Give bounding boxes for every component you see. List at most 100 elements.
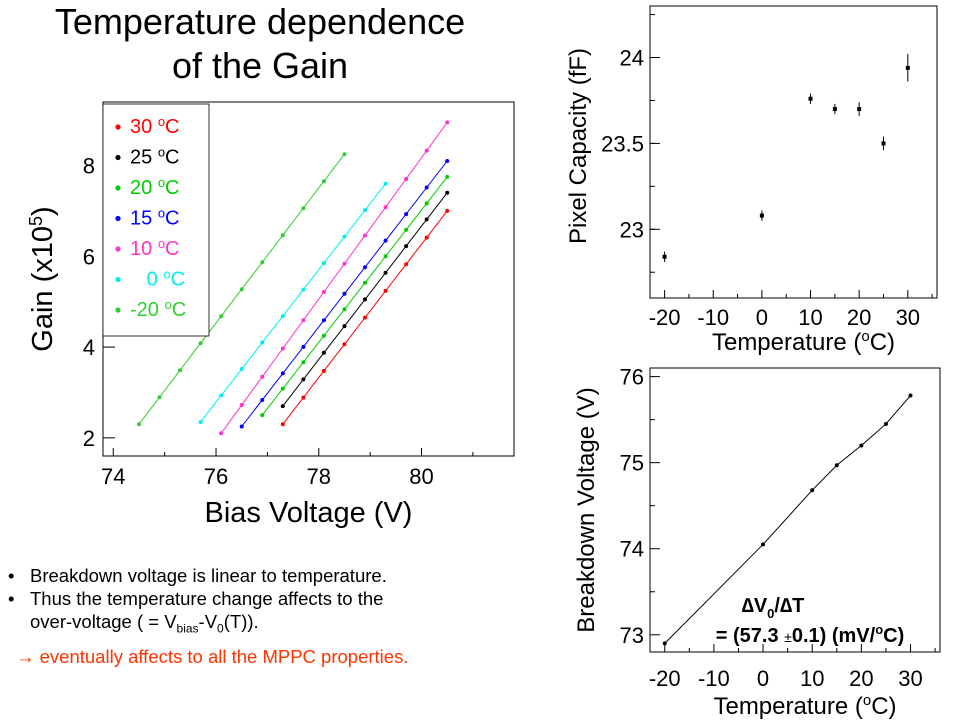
breakdown-annotation-line-1: ∆V0/∆T (742, 595, 805, 621)
gain-data-point (280, 404, 285, 409)
capacity-x-tick-label: 10 (798, 305, 822, 330)
breakdown-data-point (908, 393, 913, 398)
capacity-y-tick-label: 24 (620, 46, 644, 71)
gain-data-point (198, 419, 203, 424)
gain-data-point (404, 212, 409, 217)
gain-data-point (219, 393, 224, 398)
gain-legend-entry: 10 oC (130, 236, 180, 260)
gain-data-point (239, 287, 244, 292)
capacity-data-point (905, 54, 910, 82)
gain-data-point (260, 374, 265, 379)
gain-data-point (280, 314, 285, 319)
gain-x-tick-label: 74 (101, 464, 125, 489)
gain-data-point (424, 235, 429, 240)
gain-data-point (445, 120, 450, 125)
gain-x-tick-label: 76 (204, 464, 228, 489)
gain-data-point (321, 350, 326, 355)
gain-data-point (404, 262, 409, 267)
gain-legend-temp: 15 (130, 208, 158, 230)
gain-data-point (383, 205, 388, 210)
gain-data-point (342, 152, 347, 157)
gain-legend-temp: -20 (130, 299, 164, 321)
gain-data-point (280, 422, 285, 427)
gain-legend-unit: C (165, 177, 179, 199)
gain-y-tick-label: 2 (83, 426, 95, 451)
gain-data-point (260, 340, 265, 345)
breakdown-annotation-line-2: = (57.3 ±0.1) (mV/oC) (716, 622, 905, 647)
gain-legend-degree: o (158, 175, 165, 190)
gain-data-point (301, 377, 306, 382)
breakdown-annotation-delta-v: ∆V (742, 595, 768, 617)
breakdown-annotation-delta-t: /∆T (774, 595, 804, 617)
gain-data-point (157, 395, 162, 400)
page-title: Temperature dependence of the Gain (0, 0, 520, 88)
note-conclusion: → eventually affects to all the MPPC pro… (0, 645, 600, 668)
gain-data-point (260, 397, 265, 402)
note-4-text: eventually affects to all the MPPC prope… (39, 645, 409, 667)
breakdown-x-tick-label: 20 (849, 666, 873, 691)
note-3-sub-zero: 0 (217, 621, 224, 636)
note-bullet-2: Thus the temperature change affects to t… (0, 587, 600, 610)
gain-series-25 (280, 190, 450, 409)
gain-data-point (301, 206, 306, 211)
capacity-x-axis-label: Temperature (oC) (712, 328, 895, 356)
gain-data-point (445, 174, 450, 179)
gain-series-line (200, 183, 386, 423)
gain-series-line (220, 122, 448, 434)
capacity-data-point (662, 251, 667, 262)
capacity-data-point (808, 93, 813, 104)
gain-data-point (219, 314, 224, 319)
gain-data-point (239, 403, 244, 408)
gain-data-point (424, 185, 429, 190)
gain-legend-bullet (115, 154, 121, 161)
gain-legend-entry: 25 oC (130, 145, 180, 169)
gain-series-15 (239, 159, 450, 429)
gain-data-point (301, 360, 306, 365)
capacity-y-axis-label: Pixel Capacity (fF) (565, 48, 592, 244)
title-line-1: Temperature dependence (54, 1, 466, 42)
gain-legend-unit: C (165, 208, 179, 230)
gain-legend-entry: 15 oC (130, 206, 180, 230)
capacity-x-axis-label-unit: C) (870, 329, 895, 356)
breakdown-data-point (761, 542, 766, 547)
capacity-data-point (881, 136, 886, 151)
gain-data-point (363, 280, 368, 285)
capacity-x-tick-label: 0 (756, 305, 768, 330)
capacity-x-axis-label-degree: o (861, 328, 869, 345)
gain-data-point (239, 367, 244, 372)
breakdown-data-point (662, 641, 667, 646)
breakdown-data-point (883, 421, 888, 426)
gain-legend-bullet (115, 215, 121, 222)
note-2-text: Thus the temperature change affects to t… (30, 588, 384, 609)
gain-data-point (363, 233, 368, 238)
gain-legend-degree: o (164, 297, 171, 312)
gain-data-point (404, 244, 409, 249)
gain-data-point (342, 234, 347, 239)
gain-legend-entry: -20 oC (130, 297, 186, 321)
gain-series-line (261, 176, 448, 416)
breakdown-y-tick-label: 75 (620, 451, 644, 476)
right-arrow-icon: → (16, 645, 35, 667)
note-continuation: over-voltage ( = Vbias-V0(T)). (0, 610, 600, 641)
gain-data-point (136, 422, 141, 427)
gain-x-tick-label: 80 (409, 464, 433, 489)
gain-legend-entry: 0 oC (130, 267, 185, 291)
gain-data-point (363, 208, 368, 213)
gain-data-point (445, 190, 450, 195)
gain-data-point (260, 413, 265, 418)
gain-legend-degree: o (158, 114, 165, 129)
capacity-y-tick-label: 23 (620, 217, 644, 242)
gain-data-point (280, 386, 285, 391)
breakdown-x-axis-label-main: Temperature ( (713, 693, 862, 720)
gain-legend-degree: o (163, 267, 170, 282)
breakdown-x-tick-label: -10 (698, 666, 730, 691)
gain-legend-temp: 25 (130, 147, 158, 169)
gain-legend-temp: 20 (130, 177, 158, 199)
gain-data-point (321, 289, 326, 294)
title-line-2: of the Gain (171, 45, 349, 86)
note-3-mid: -V (198, 611, 218, 632)
gain-data-point (445, 159, 450, 163)
breakdown-x-tick-label: 10 (800, 666, 824, 691)
gain-y-tick-label: 6 (83, 244, 95, 269)
